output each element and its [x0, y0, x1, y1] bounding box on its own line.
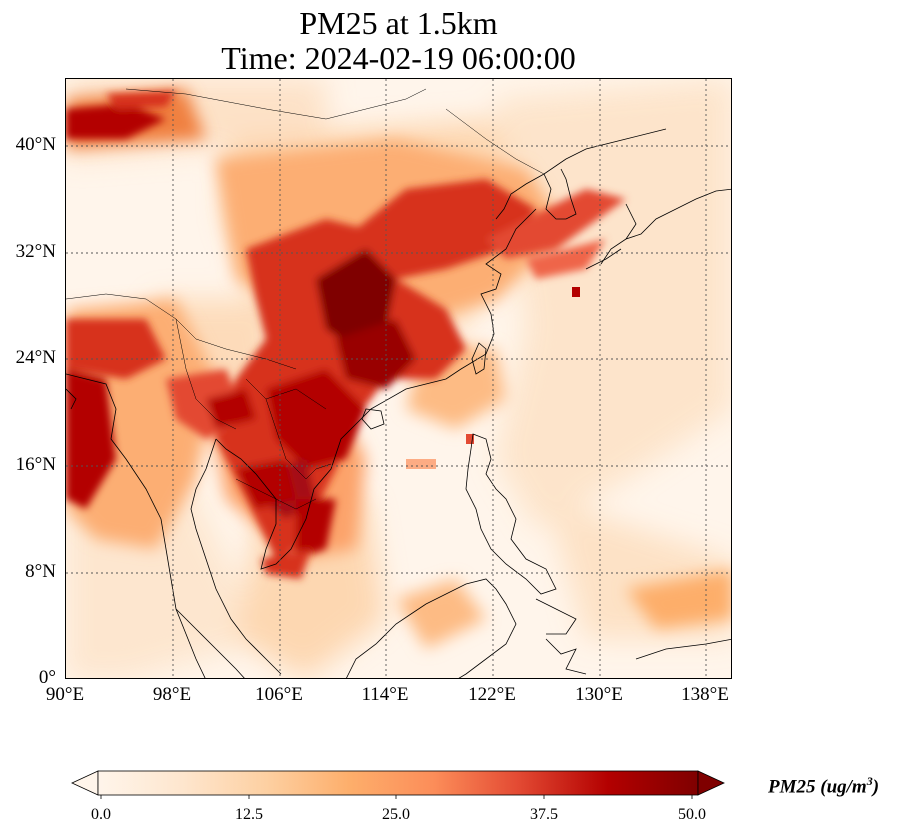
colorbar-label-text: PM25 (ug/m [768, 776, 867, 798]
colorbar-label-exponent: 3 [866, 774, 873, 788]
colorbar-tick-12-5: 12.5 [235, 806, 263, 823]
colorbar-tick-25: 25.0 [382, 806, 410, 823]
pm25-field-map [66, 79, 731, 678]
lon-label-122e: 122°E [468, 684, 516, 705]
map-title-line2: Time: 2024-02-19 06:00:00 [221, 40, 576, 76]
map-title-line1: PM25 at 1.5km [299, 5, 498, 41]
colorbar-gradient [97, 770, 699, 796]
map-area[interactable] [65, 78, 732, 679]
pm25-field [66, 79, 731, 678]
colorbar-label-close: ) [872, 776, 880, 798]
gridlines [66, 79, 731, 678]
colorbar-tick-37-5: 37.5 [530, 806, 558, 823]
lon-label-138e: 138°E [681, 684, 729, 705]
colorbar-min-arrow [71, 770, 99, 796]
lon-label-130e: 130°E [575, 684, 623, 705]
lon-label-98e: 98°E [152, 684, 192, 705]
colorbar-tick-50: 50.0 [678, 806, 706, 823]
lat-label-32n: 32°N [15, 241, 56, 262]
lat-label-24n: 24°N [15, 347, 56, 368]
lat-label-40n: 40°N [15, 134, 56, 155]
lat-label-8n: 8°N [25, 561, 56, 582]
lat-label-16n: 16°N [15, 454, 56, 475]
lat-label-0: 0° [38, 667, 56, 688]
colorbar [71, 770, 725, 799]
lon-label-90e: 90°E [45, 684, 85, 705]
colorbar-max-arrow [697, 770, 725, 796]
lon-label-106e: 106°E [255, 684, 303, 705]
lon-label-114e: 114°E [361, 684, 409, 705]
colorbar-tick-0: 0.0 [91, 806, 111, 823]
coastlines [66, 128, 731, 678]
colorbar-label: PM25 (ug/m3) [768, 774, 879, 798]
